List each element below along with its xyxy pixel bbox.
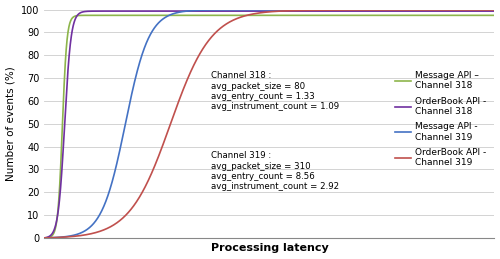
- Y-axis label: Number of events (%): Number of events (%): [6, 66, 16, 181]
- Text: Channel 318 :
avg_packet_size = 80
avg_entry_count = 1.33
avg_instrument_count =: Channel 318 : avg_packet_size = 80 avg_e…: [211, 71, 339, 111]
- X-axis label: Processing latency: Processing latency: [210, 243, 328, 254]
- Legend: Message API –
Channel 318, OrderBook API -
Channel 318, Message API -
Channel 31: Message API – Channel 318, OrderBook API…: [392, 67, 490, 171]
- Text: Channel 319 :
avg_packet_size = 310
avg_entry_count = 8.56
avg_instrument_count : Channel 319 : avg_packet_size = 310 avg_…: [211, 151, 339, 191]
